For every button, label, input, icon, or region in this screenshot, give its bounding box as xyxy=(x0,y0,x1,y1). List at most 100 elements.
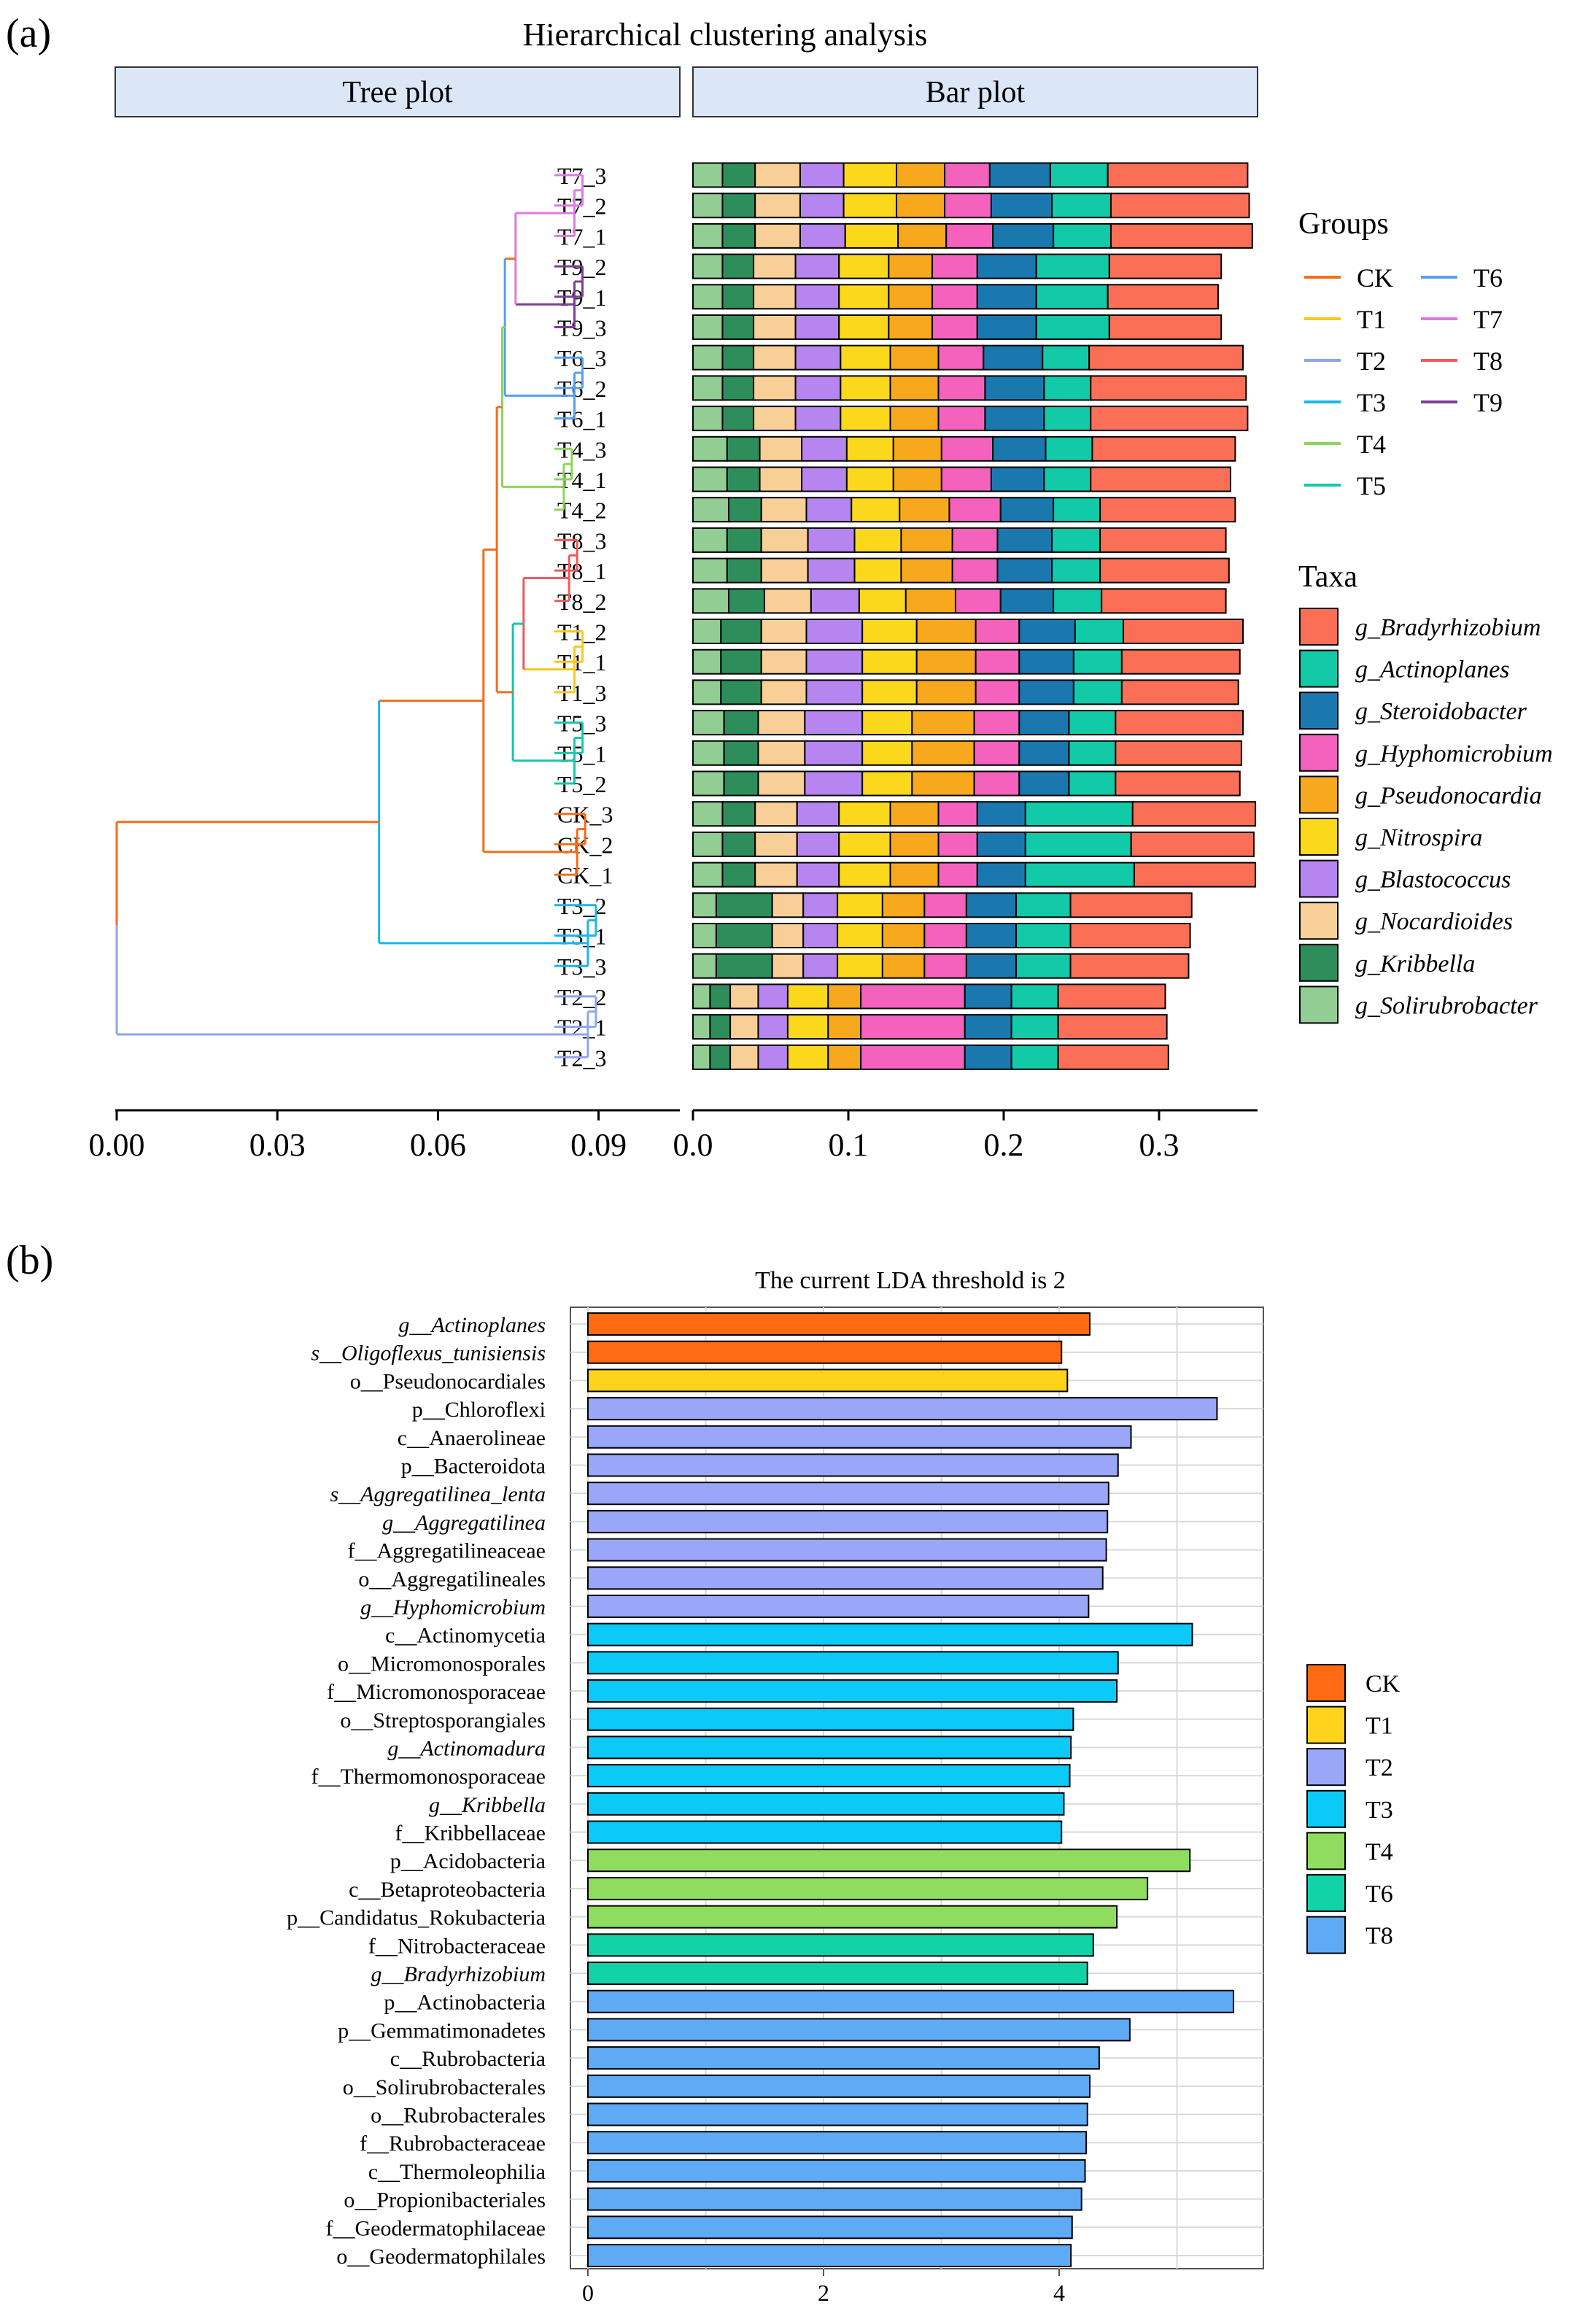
taxa-legend-label-Kribbella: g_Kribbella xyxy=(1355,951,1475,978)
stacked-bar-plot xyxy=(692,162,1257,1070)
bar-segment-T8_2-g_Bradyrhizobium xyxy=(1101,588,1227,614)
bar-segment-T8_2-g_Kribbella xyxy=(727,588,765,614)
groups-legend-label-T6: T6 xyxy=(1473,263,1503,293)
bar-segment-T4_2-g_Pseudonocardia xyxy=(899,497,950,523)
lda-legend-swatch-CK xyxy=(1306,1664,1346,1702)
lda-bar-f__Geodermatophilaceae xyxy=(587,2215,1073,2240)
bar-segment-T3_2-g_Solirubrobacter xyxy=(692,892,717,918)
bar-segment-T3_1-g_Solirubrobacter xyxy=(692,923,717,948)
bar-segment-CK_3-g_Hyphomicrobium xyxy=(937,801,978,827)
bar-segment-T9_3-g_Actinoplanes xyxy=(1035,314,1110,340)
lda-legend-swatch-T3 xyxy=(1306,1789,1346,1828)
bar-tick-label-1: 0.1 xyxy=(829,1127,869,1163)
bar-segment-T3_1-g_Bradyrhizobium xyxy=(1069,923,1191,948)
bar-segment-T8_1-g_Kribbella xyxy=(726,557,762,584)
bar-segment-T5_2-g_Nitrospira xyxy=(861,770,913,797)
bar-segment-T7_1-g_Solirubrobacter xyxy=(692,222,724,249)
bar-segment-T8_2-g_Pseudonocardia xyxy=(904,588,956,614)
bar-segment-T6_3-g_Bradyrhizobium xyxy=(1088,344,1244,371)
bar-segment-T4_1-g_Steroidobacter xyxy=(990,466,1045,492)
lda-label-f__Thermomonosporaceae: f__Thermomonosporaceae xyxy=(311,1765,546,1789)
bar-segment-T4_3-g_Pseudonocardia xyxy=(892,436,942,462)
lda-legend-swatch-T8 xyxy=(1306,1916,1346,1954)
bar-segment-T2_1-g_Pseudonocardia xyxy=(827,1014,862,1040)
lda-label-o__Pseudonocardiales: o__Pseudonocardiales xyxy=(350,1369,546,1393)
taxa-legend-swatch-Kribbella xyxy=(1299,943,1339,982)
bar-segment-T2_3-g_Steroidobacter xyxy=(964,1044,1012,1070)
bar-segment-T6_3-g_Steroidobacter xyxy=(983,344,1044,371)
bar-segment-T2_3-g_Actinoplanes xyxy=(1010,1044,1059,1070)
lda-label-c__Anaerolineae: c__Anaerolineae xyxy=(398,1426,546,1450)
bar-segment-T5_3-g_Kribbella xyxy=(723,710,759,736)
bar-segment-CK_2-g_Kribbella xyxy=(721,831,756,857)
bar-segment-T5_2-g_Actinoplanes xyxy=(1068,770,1117,797)
bar-segment-T2_3-g_Nitrospira xyxy=(786,1044,829,1070)
lda-legend-swatch-T4 xyxy=(1306,1832,1346,1870)
bar-segment-T5_3-g_Blastococcus xyxy=(804,710,864,736)
bar-segment-T3_2-g_Hyphomicrobium xyxy=(923,892,967,918)
lda-bar-g__Actinomadura xyxy=(587,1735,1072,1760)
bar-segment-T7_2-g_Blastococcus xyxy=(799,193,845,219)
lda-label-o__Solirubrobacterales: o__Solirubrobacterales xyxy=(343,2075,546,2099)
bar-segment-T5_1-g_Pseudonocardia xyxy=(911,740,975,766)
bar-segment-T6_1-g_Bradyrhizobium xyxy=(1090,406,1249,432)
bar-segment-T5_1-g_Steroidobacter xyxy=(1018,740,1070,766)
tree-tick-label-3: 0.09 xyxy=(570,1127,627,1163)
bar-segment-T4_1-g_Nocardioides xyxy=(759,466,803,492)
lda-bar-p__Acidobacteria xyxy=(587,1849,1191,1873)
lda-label-f__Aggregatilineaceae: f__Aggregatilineaceae xyxy=(347,1539,546,1563)
taxa-legend-label-Nocardioides: g_Nocardioides xyxy=(1355,908,1513,935)
bar-segment-T6_3-g_Nitrospira xyxy=(840,344,891,371)
bar-segment-T1_2-g_Hyphomicrobium xyxy=(975,619,1020,644)
bar-segment-T7_3-g_Steroidobacter xyxy=(988,162,1051,188)
bar-segment-T2_1-g_Nocardioides xyxy=(729,1014,759,1040)
lda-label-p__Candidatus_Rokubacteria: p__Candidatus_Rokubacteria xyxy=(287,1906,546,1930)
bar-segment-T4_2-g_Actinoplanes xyxy=(1053,497,1101,523)
bar-segment-CK_2-g_Hyphomicrobium xyxy=(937,831,978,857)
bar-segment-T9_1-g_Hyphomicrobium xyxy=(931,284,978,310)
bar-segment-T5_1-g_Actinoplanes xyxy=(1068,740,1117,766)
bar-segment-T9_2-g_Hyphomicrobium xyxy=(931,253,978,279)
bar-segment-T1_1-g_Kribbella xyxy=(720,649,762,675)
taxa-legend-swatch-Bradyrhizobium xyxy=(1299,608,1339,646)
bar-segment-T1_1-g_Blastococcus xyxy=(805,649,864,675)
bar-segment-T4_2-g_Blastococcus xyxy=(805,497,853,523)
bar-segment-T4_3-g_Steroidobacter xyxy=(992,436,1047,462)
lda-legend-label-T6: T6 xyxy=(1365,1881,1393,1908)
bar-segment-CK_2-g_Nocardioides xyxy=(754,831,798,857)
bar-segment-T1_3-g_Nocardioides xyxy=(760,679,807,705)
taxa-legend-swatch-Pseudonocardia xyxy=(1299,775,1339,814)
bar-segment-T5_1-g_Kribbella xyxy=(723,740,759,766)
bar-segment-T6_1-g_Actinoplanes xyxy=(1043,406,1092,432)
lda-label-c__Betaproteobacteria: c__Betaproteobacteria xyxy=(349,1878,546,1902)
bar-segment-T1_3-g_Nitrospira xyxy=(861,679,918,705)
bar-segment-T7_2-g_Hyphomicrobium xyxy=(944,193,992,219)
bar-segment-T8_3-g_Solirubrobacter xyxy=(692,527,728,553)
bar-segment-T6_2-g_Hyphomicrobium xyxy=(937,375,986,401)
bar-segment-T3_3-g_Steroidobacter xyxy=(965,953,1018,979)
bar-segment-T3_1-g_Pseudonocardia xyxy=(881,923,926,948)
bar-segment-T3_2-g_Actinoplanes xyxy=(1015,892,1072,918)
bar-segment-CK_1-g_Pseudonocardia xyxy=(889,862,940,888)
bar-segment-T2_1-g_Steroidobacter xyxy=(964,1014,1012,1040)
bar-segment-T3_3-g_Solirubrobacter xyxy=(692,953,717,979)
bar-segment-T2_2-g_Kribbella xyxy=(709,983,732,1010)
lda-label-g__Aggregatilinea: g__Aggregatilinea xyxy=(382,1511,546,1535)
bar-segment-T5_1-g_Solirubrobacter xyxy=(692,740,725,766)
bar-segment-T9_2-g_Steroidobacter xyxy=(976,253,1037,279)
lda-bar-f__Aggregatilineaceae xyxy=(587,1538,1107,1562)
bar-segment-T5_2-g_Steroidobacter xyxy=(1018,770,1070,797)
bar-segment-T2_2-g_Hyphomicrobium xyxy=(860,983,966,1010)
bar-segment-T3_2-g_Steroidobacter xyxy=(965,892,1018,918)
bar-segment-T3_3-g_Nocardioides xyxy=(771,953,805,979)
lda-label-f__Micromonosporaceae: f__Micromonosporaceae xyxy=(327,1680,546,1704)
lda-tick-label-1: 2 xyxy=(818,2280,829,2306)
lda-bar-c__Betaproteobacteria xyxy=(587,1876,1149,1900)
groups-legend-title: Groups xyxy=(1298,207,1389,241)
bar-segment-T1_2-g_Blastococcus xyxy=(805,619,864,644)
lda-label-p__Chloroflexi: p__Chloroflexi xyxy=(412,1398,546,1422)
groups-legend-label-T3: T3 xyxy=(1357,388,1386,417)
bar-segment-T7_3-g_Blastococcus xyxy=(799,162,845,188)
lda-legend-label-T1: T1 xyxy=(1365,1713,1393,1740)
bar-segment-T6_1-g_Blastococcus xyxy=(794,406,842,432)
